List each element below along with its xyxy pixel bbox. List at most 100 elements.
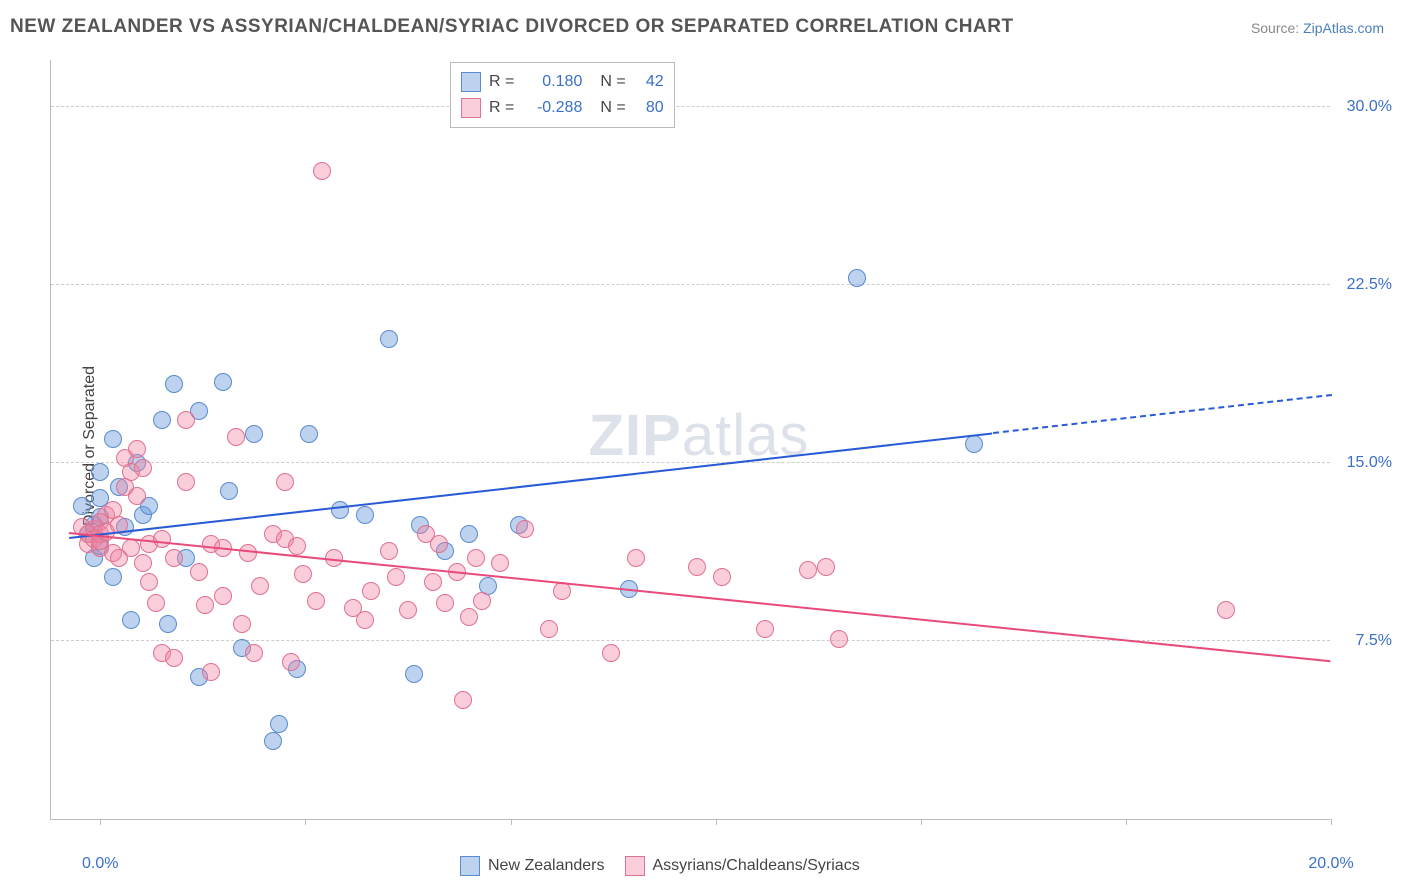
data-point xyxy=(153,411,171,429)
data-point xyxy=(356,506,374,524)
data-point xyxy=(128,487,146,505)
data-point xyxy=(294,565,312,583)
data-point xyxy=(399,601,417,619)
gridline xyxy=(51,106,1330,107)
y-tick-label: 7.5% xyxy=(1356,632,1392,650)
data-point xyxy=(460,608,478,626)
data-point xyxy=(313,162,331,180)
data-point xyxy=(356,611,374,629)
data-point xyxy=(91,463,109,481)
data-point xyxy=(467,549,485,567)
data-point xyxy=(202,663,220,681)
legend-item: New Zealanders xyxy=(460,856,605,876)
data-point xyxy=(220,482,238,500)
chart-title: NEW ZEALANDER VS ASSYRIAN/CHALDEAN/SYRIA… xyxy=(10,16,1014,38)
stats-row: R =0.180N =42 xyxy=(461,69,664,95)
data-point xyxy=(177,411,195,429)
stats-row: R =-0.288N =80 xyxy=(461,95,664,121)
data-point xyxy=(380,330,398,348)
data-point xyxy=(104,568,122,586)
data-point xyxy=(276,473,294,491)
data-point xyxy=(387,568,405,586)
data-point xyxy=(380,542,398,560)
data-point xyxy=(147,594,165,612)
legend-swatch xyxy=(460,856,480,876)
data-point xyxy=(251,577,269,595)
x-tick-label: 20.0% xyxy=(1308,855,1353,873)
data-point xyxy=(245,644,263,662)
x-tick xyxy=(921,819,922,825)
trend-line xyxy=(993,394,1332,434)
data-point xyxy=(245,425,263,443)
data-point xyxy=(214,587,232,605)
data-point xyxy=(965,435,983,453)
data-point xyxy=(1217,601,1235,619)
stats-swatch xyxy=(461,72,481,92)
data-point xyxy=(190,563,208,581)
data-point xyxy=(159,615,177,633)
x-tick xyxy=(305,819,306,825)
data-point xyxy=(405,665,423,683)
data-point xyxy=(140,573,158,591)
data-point xyxy=(288,537,306,555)
data-point xyxy=(177,473,195,491)
data-point xyxy=(227,428,245,446)
x-tick-label: 0.0% xyxy=(82,855,118,873)
source-link[interactable]: ZipAtlas.com xyxy=(1303,20,1384,36)
chart-container: NEW ZEALANDER VS ASSYRIAN/CHALDEAN/SYRIA… xyxy=(0,0,1406,892)
stats-swatch xyxy=(461,98,481,118)
data-point xyxy=(491,554,509,572)
data-point xyxy=(307,592,325,610)
data-point xyxy=(540,620,558,638)
data-point xyxy=(460,525,478,543)
x-tick xyxy=(1126,819,1127,825)
data-point xyxy=(436,594,454,612)
x-tick xyxy=(511,819,512,825)
trend-line xyxy=(69,532,1331,662)
data-point xyxy=(454,691,472,709)
data-point xyxy=(799,561,817,579)
legend-label: New Zealanders xyxy=(488,857,605,875)
data-point xyxy=(264,732,282,750)
data-point xyxy=(756,620,774,638)
data-point xyxy=(430,535,448,553)
data-point xyxy=(848,269,866,287)
data-point xyxy=(165,549,183,567)
y-tick-label: 30.0% xyxy=(1347,98,1392,116)
data-point xyxy=(270,715,288,733)
data-point xyxy=(128,440,146,458)
data-point xyxy=(153,530,171,548)
legend: New Zealanders Assyrians/Chaldeans/Syriac… xyxy=(460,856,860,876)
data-point xyxy=(817,558,835,576)
source-label: Source: ZipAtlas.com xyxy=(1251,20,1384,36)
x-tick xyxy=(1331,819,1332,825)
data-point xyxy=(331,501,349,519)
data-point xyxy=(122,611,140,629)
gridline xyxy=(51,462,1330,463)
correlation-stats-box: R =0.180N =42R =-0.288N =80 xyxy=(450,62,675,128)
gridline xyxy=(51,284,1330,285)
legend-item: Assyrians/Chaldeans/Syriacs xyxy=(625,856,860,876)
plot-area: ZIPatlas 7.5%15.0%22.5%30.0%0.0%20.0% xyxy=(50,60,1330,820)
data-point xyxy=(165,375,183,393)
data-point xyxy=(214,373,232,391)
y-tick-label: 15.0% xyxy=(1347,454,1392,472)
data-point xyxy=(627,549,645,567)
data-point xyxy=(282,653,300,671)
data-point xyxy=(830,630,848,648)
x-tick xyxy=(100,819,101,825)
data-point xyxy=(688,558,706,576)
data-point xyxy=(713,568,731,586)
data-point xyxy=(165,649,183,667)
data-point xyxy=(602,644,620,662)
legend-swatch xyxy=(625,856,645,876)
data-point xyxy=(300,425,318,443)
data-point xyxy=(424,573,442,591)
y-tick-label: 22.5% xyxy=(1347,276,1392,294)
data-point xyxy=(73,497,91,515)
data-point xyxy=(233,615,251,633)
data-point xyxy=(196,596,214,614)
data-point xyxy=(134,554,152,572)
data-point xyxy=(239,544,257,562)
data-point xyxy=(104,430,122,448)
